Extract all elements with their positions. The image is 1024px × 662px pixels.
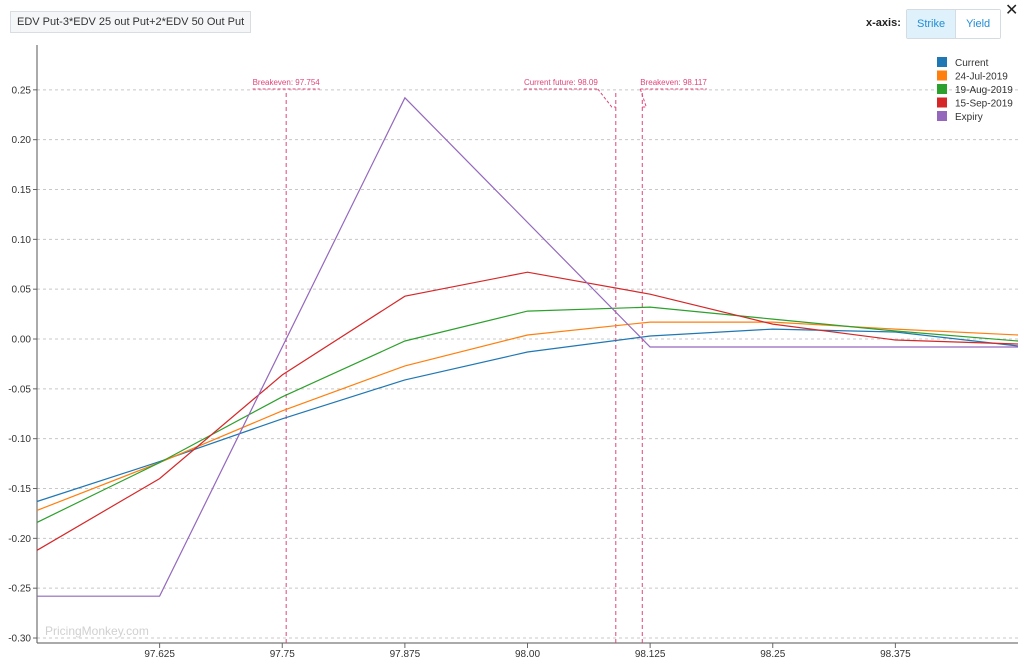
legend-label: 15-Sep-2019: [955, 99, 1013, 110]
legend-swatch: [937, 111, 947, 121]
series-line-expiry: [37, 96, 1018, 597]
y-tick-label: -0.15: [8, 484, 31, 495]
y-tick-label: -0.25: [8, 584, 31, 595]
close-icon[interactable]: ✕: [1005, 2, 1019, 19]
x-tick-label: 98.25: [760, 649, 785, 660]
y-tick-label: -0.30: [8, 634, 31, 645]
y-tick-label: 0.00: [12, 335, 32, 346]
xaxis-toggle-label: x-axis:: [866, 17, 901, 29]
reference-line-label: Current future: 98.09: [524, 78, 598, 87]
series-line-current: [36, 328, 1019, 503]
reference-label-leader: [639, 88, 647, 108]
x-tick-label: 97.75: [270, 649, 295, 660]
x-tick-label: 97.625: [144, 649, 175, 660]
y-tick-label: 0.25: [12, 85, 32, 96]
y-tick-label: 0.15: [12, 185, 32, 196]
strike-toggle-button[interactable]: Strike: [907, 10, 957, 38]
reference-line: Breakeven: 98.117: [639, 78, 707, 643]
reference-line-label: Breakeven: 98.117: [640, 78, 707, 87]
y-tick-label: -0.10: [8, 434, 31, 445]
strategy-title: EDV Put-3*EDV 25 out Put+2*EDV 50 Out Pu…: [10, 11, 252, 33]
legend-swatch: [937, 84, 947, 94]
y-tick-label: 0.20: [12, 135, 32, 146]
reference-line: Breakeven: 97.754: [252, 78, 321, 643]
series-line-15-sep-2019: [36, 271, 1019, 551]
y-tick-label: 0.05: [12, 285, 32, 296]
legend-swatch: [937, 70, 947, 81]
y-tick-label: 0.10: [12, 235, 32, 246]
xaxis-toggle: Strike Yield: [906, 9, 1002, 39]
x-tick-label: 98.375: [880, 649, 911, 660]
legend-swatch: [937, 97, 947, 108]
y-tick-label: -0.05: [8, 384, 31, 395]
legend-swatch: [937, 57, 947, 67]
watermark: PricingMonkey.com: [45, 624, 149, 638]
series-line-24-jul-2019: [36, 321, 1019, 511]
legend-label: 19-Aug-2019: [955, 85, 1013, 96]
legend-label: 24-Jul-2019: [955, 72, 1008, 83]
x-tick-label: 97.875: [390, 649, 421, 660]
x-tick-label: 98.00: [515, 649, 540, 660]
series-line-19-aug-2019: [36, 306, 1019, 523]
legend-label: Expiry: [955, 112, 983, 123]
legend-label: Current: [955, 58, 989, 69]
reference-label-leader: [597, 88, 616, 108]
y-tick-label: -0.20: [8, 534, 31, 545]
x-tick-label: 98.125: [635, 649, 666, 660]
yield-toggle-button[interactable]: Yield: [956, 10, 1001, 38]
reference-line: Current future: 98.09: [523, 78, 617, 643]
reference-line-label: Breakeven: 97.754: [253, 78, 321, 87]
